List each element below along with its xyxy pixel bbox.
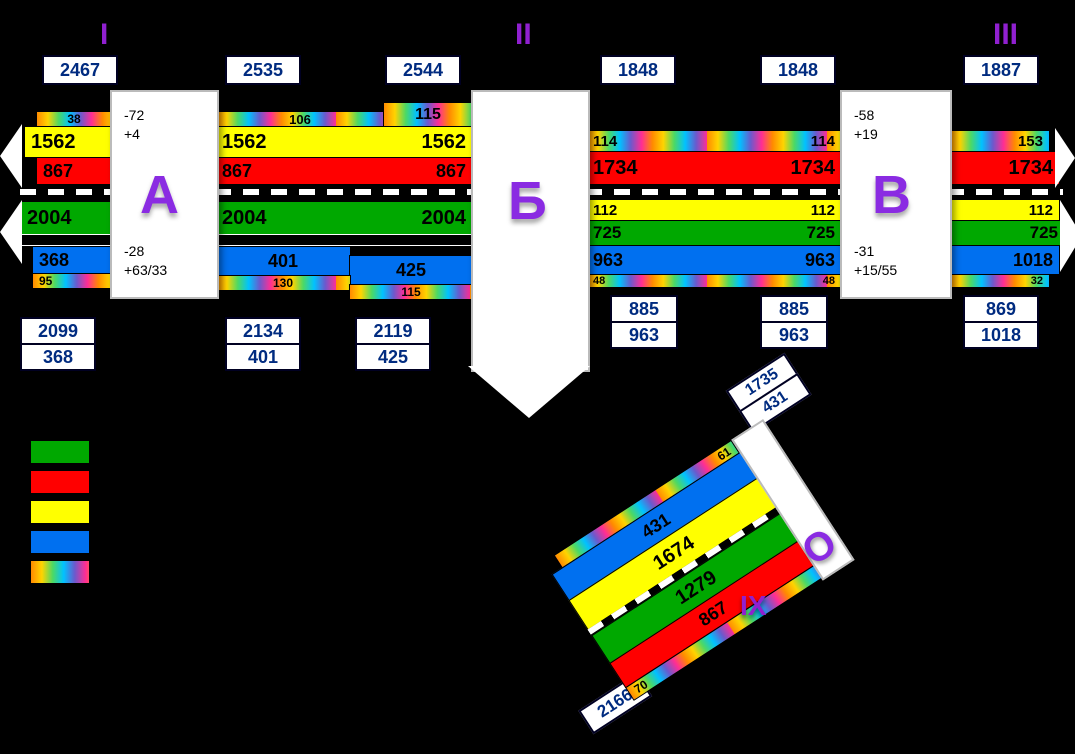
node-a-ann-top: -72 +4 [124, 106, 144, 144]
u-seg2-yellow: 15621562 [215, 126, 473, 158]
botbox-3a: 2119 [355, 317, 431, 345]
node-a: -72 +4 А -28 +63/33 [110, 90, 219, 299]
botbox-1b: 368 [20, 343, 96, 371]
node-v-letter: В [872, 164, 911, 226]
l-seg1-rainbow: 95 [32, 273, 112, 289]
botbox-6a: 869 [963, 295, 1039, 323]
arrow-right-lower [1060, 200, 1075, 272]
u-seg4-rainbow: 153 [948, 130, 1050, 152]
botbox-2b: 401 [225, 343, 301, 371]
marker-ix: IX [740, 590, 766, 622]
gap-1 [20, 234, 110, 246]
l-seg2-rainbow-b: 115 [349, 284, 473, 300]
l-seg2-blue-b: 425 [349, 255, 473, 285]
l-seg4-rainbow: 32 [948, 274, 1050, 288]
topbox-5: 1848 [760, 55, 836, 85]
dash-2 [215, 189, 471, 195]
botbox-4a: 885 [610, 295, 678, 323]
topbox-2: 2535 [225, 55, 301, 85]
l-seg2-green: 20042004 [215, 201, 473, 235]
l-seg1-blue: 368 [32, 246, 112, 274]
topbox-4: 1848 [600, 55, 676, 85]
node-b-letter: Б [508, 170, 547, 232]
legend-yellow [30, 500, 90, 524]
botbox-6b: 1018 [963, 321, 1039, 349]
legend-blue [30, 530, 90, 554]
botbox-3b: 425 [355, 343, 431, 371]
l-seg3-blue: 963963 [586, 245, 842, 275]
node-a-letter: А [140, 164, 179, 226]
arrow-left-lower [0, 200, 22, 264]
botbox-1a: 2099 [20, 317, 96, 345]
node-b-arrowhead [468, 366, 590, 418]
botbox-5a: 885 [760, 295, 828, 323]
u-seg3-red: 17341734 [586, 151, 842, 185]
l-seg4-yellow: 112 [948, 199, 1060, 221]
dash-3 [586, 189, 840, 195]
u-seg2-rainbow-a: 106 [215, 111, 385, 127]
arrow-left-upper [0, 124, 22, 188]
topbox-1: 2467 [42, 55, 118, 85]
gap-2 [215, 234, 471, 246]
topbox-3: 2544 [385, 55, 461, 85]
l-seg3-green: 725725 [586, 220, 842, 246]
node-v-ann-top: -58 +19 [854, 106, 878, 144]
l-seg3-yellow: 112112 [586, 199, 842, 221]
topbox-6: 1887 [963, 55, 1039, 85]
dash-1 [20, 189, 112, 195]
legend-red [30, 470, 90, 494]
l-seg3-rainbow: 4848 [586, 274, 842, 288]
botbox-5b: 963 [760, 321, 828, 349]
dash-4 [948, 189, 1063, 195]
u-seg4-red: 1734 [948, 151, 1060, 185]
node-v-ann-bot: -31 +15/55 [854, 242, 897, 280]
legend-green [30, 440, 90, 464]
node-v: -58 +19 В -31 +15/55 [840, 90, 952, 299]
u-seg2-red: 867867 [215, 157, 473, 185]
u-seg3-rainbow: 114114 [586, 130, 842, 152]
u-seg2-rainbow-b: 115 [383, 102, 473, 127]
u-seg1-rainbow: 38 [36, 111, 112, 127]
l-seg2-rainbow-a: 130 [215, 275, 351, 291]
node-b: Б [471, 90, 590, 372]
marker-iii: III [993, 18, 1018, 52]
marker-ii: II [515, 18, 532, 52]
l-seg1-green: 2004 [20, 201, 112, 235]
botbox-2a: 2134 [225, 317, 301, 345]
arrow-right-upper [1055, 128, 1075, 188]
l-seg2-blue-a: 401 [215, 246, 351, 276]
l-seg4-green: 725 [948, 220, 1065, 246]
botbox-4b: 963 [610, 321, 678, 349]
node-a-ann-bot: -28 +63/33 [124, 242, 167, 280]
u-seg1-red: 867 [36, 157, 112, 185]
legend-rainbow [30, 560, 90, 584]
l-seg4-blue: 1018 [948, 245, 1060, 275]
marker-i: I [100, 18, 108, 52]
u-seg1-yellow: 1562 [24, 126, 112, 158]
